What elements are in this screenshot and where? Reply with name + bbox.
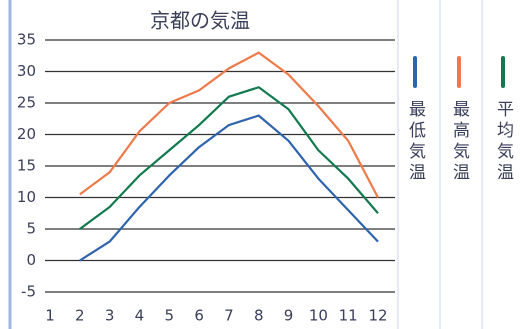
y-tick-label: 10	[17, 188, 36, 206]
series-line	[79, 51, 379, 199]
series-line	[79, 114, 379, 262]
x-tick-label: 7	[224, 307, 234, 325]
y-tick-label: 20	[17, 125, 36, 143]
x-tick-label: 10	[309, 307, 328, 325]
y-tick-label: 35	[17, 31, 36, 49]
x-tick-label: 2	[75, 307, 85, 325]
paper-grid	[8, 0, 483, 329]
chart-title: 京都の気温	[150, 9, 250, 33]
y-tick-label: -5	[21, 283, 36, 301]
y-tick-label: 30	[17, 62, 36, 80]
x-tick-label: 8	[254, 307, 264, 325]
series-line	[79, 86, 379, 230]
y-tick-label: 0	[26, 251, 36, 269]
x-tick-label: 9	[284, 307, 294, 325]
x-tick-label: 6	[194, 307, 204, 325]
x-tick-label: 12	[368, 307, 387, 325]
legend-label: 最高気温	[449, 100, 470, 184]
x-tick-label: 3	[105, 307, 115, 325]
y-tick-label: 15	[17, 157, 36, 175]
x-tick-label: 5	[164, 307, 174, 325]
x-tick-label: 1	[45, 307, 55, 325]
x-tick-label: 11	[339, 307, 358, 325]
y-tick-label: 5	[26, 220, 36, 238]
legend-label: 平均気温	[493, 100, 514, 184]
x-tick-label: 4	[135, 307, 145, 325]
legend-label: 最低気温	[405, 100, 426, 184]
y-tick-label: 25	[17, 94, 36, 112]
